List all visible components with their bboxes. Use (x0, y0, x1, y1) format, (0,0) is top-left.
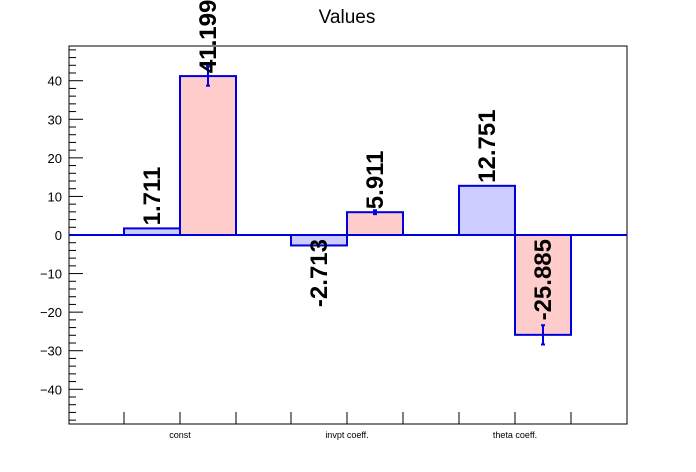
bar (458, 184, 516, 236)
data-label-overlap: 41.19 (195, 13, 222, 73)
category-label: theta coeff. (493, 430, 537, 440)
chart-title: Values (319, 7, 376, 28)
data-label: -2.713 (306, 239, 333, 307)
y-tick-label: −30 (40, 344, 62, 359)
data-label: 12.751 (474, 109, 501, 182)
category-label: const (169, 430, 191, 440)
data-label: -25.885 (530, 239, 557, 320)
bar (346, 211, 404, 236)
y-tick-label: −20 (40, 305, 62, 320)
y-tick-label: −10 (40, 267, 62, 282)
y-tick-label: 40 (48, 74, 62, 89)
bar (514, 234, 572, 336)
y-tick-label: 10 (48, 189, 62, 204)
y-tick-label: 20 (48, 151, 62, 166)
data-label: 5.911 (362, 150, 389, 209)
y-tick-label: 0 (55, 228, 62, 243)
y-tick-label: −40 (40, 382, 62, 397)
y-tick-label: 30 (48, 112, 62, 127)
plot-area: −40 −30 −20 −10 0 10 20 30 40 const invpt coeff. th… (40, 0, 628, 440)
data-label: 1.711 (139, 167, 166, 226)
data-label: 41.199 (195, 0, 222, 73)
category-label: invpt coeff. (325, 430, 368, 440)
bar (179, 75, 237, 236)
